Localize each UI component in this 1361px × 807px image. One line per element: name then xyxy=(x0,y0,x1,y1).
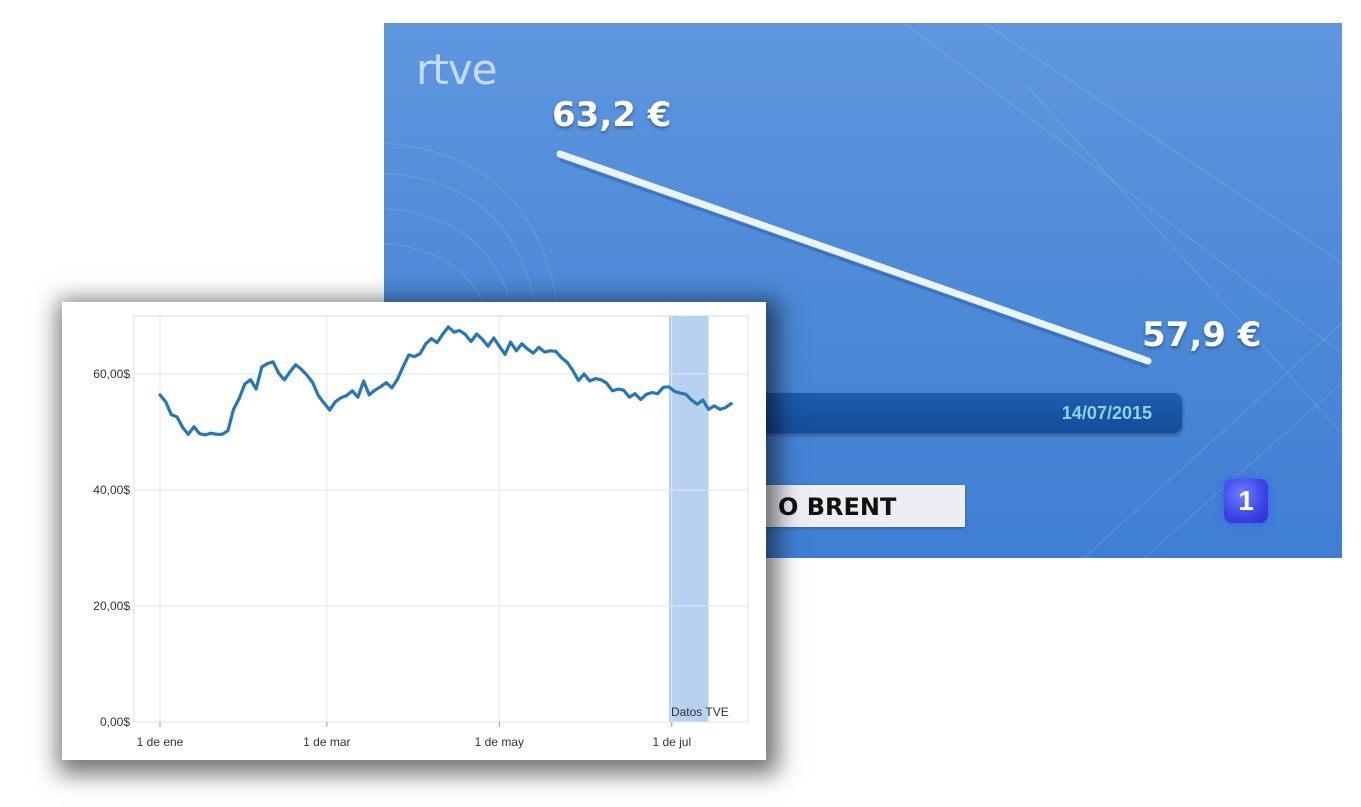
rtve-logo: rtve xyxy=(416,45,497,94)
tv-background-decoration xyxy=(384,23,1342,558)
x-tick-label: 1 de jul xyxy=(652,735,691,749)
tv-title: O BRENT xyxy=(778,493,897,521)
tv-end-value: 57,9 € xyxy=(1142,315,1262,355)
chart-card: 0,00$ 20,00$ 40,00$ 60,00$ 1 de ene 1 de mar 1… xyxy=(62,302,766,760)
highlight-band xyxy=(668,316,709,722)
x-tick-label: 1 de ene xyxy=(137,735,184,749)
y-tick-label: 60,00$ xyxy=(93,367,130,381)
brent-price-chart: 0,00$ 20,00$ 40,00$ 60,00$ 1 de ene 1 de mar 1… xyxy=(93,315,749,749)
x-tick-label: 1 de mar xyxy=(303,735,350,749)
tv-start-value: 63,2 € xyxy=(552,95,672,135)
y-tick-label: 40,00$ xyxy=(93,483,130,497)
plot-area xyxy=(133,315,749,723)
price-series-line xyxy=(158,325,733,437)
y-tick-label: 0,00$ xyxy=(100,715,130,729)
tv-trend-line xyxy=(556,150,1152,365)
y-tick-label: 20,00$ xyxy=(93,599,130,613)
tv-date: 14/07/2015 xyxy=(1061,403,1152,423)
highlight-label: Datos TVE xyxy=(671,705,729,719)
x-tick-label: 1 de may xyxy=(475,735,524,749)
tv-channel-logo: 1 xyxy=(1224,479,1268,523)
